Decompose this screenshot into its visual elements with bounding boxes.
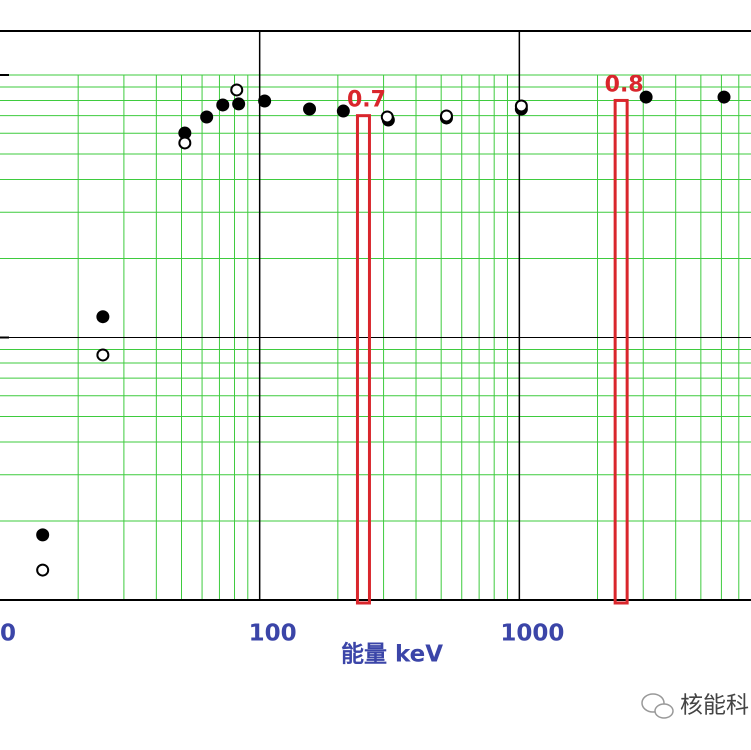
x-tick-label: 100	[249, 621, 297, 647]
x-tick-label: 10	[0, 621, 16, 647]
data-point	[258, 94, 272, 108]
bar	[613, 98, 629, 605]
data-point	[514, 99, 528, 113]
watermark: 核能科	[680, 693, 749, 719]
data-point	[200, 110, 214, 124]
x-axis-label: 能量 keV	[341, 641, 443, 668]
data-point	[230, 83, 244, 97]
data-point	[639, 90, 653, 104]
data-point	[178, 136, 192, 150]
data-point	[717, 90, 731, 104]
bar-label: 0.7	[347, 88, 386, 113]
data-point	[232, 97, 246, 111]
data-point	[96, 310, 110, 324]
data-point	[36, 528, 50, 542]
x-tick-label: 1000	[500, 621, 564, 647]
bar-label: 0.8	[605, 72, 644, 97]
bar	[355, 114, 371, 605]
data-point	[336, 104, 350, 118]
data-point	[216, 98, 230, 112]
watermark-icon	[641, 693, 674, 719]
data-point	[96, 348, 110, 362]
data-point	[36, 563, 50, 577]
data-point	[303, 102, 317, 116]
data-point	[380, 110, 394, 124]
data-point	[439, 109, 453, 123]
